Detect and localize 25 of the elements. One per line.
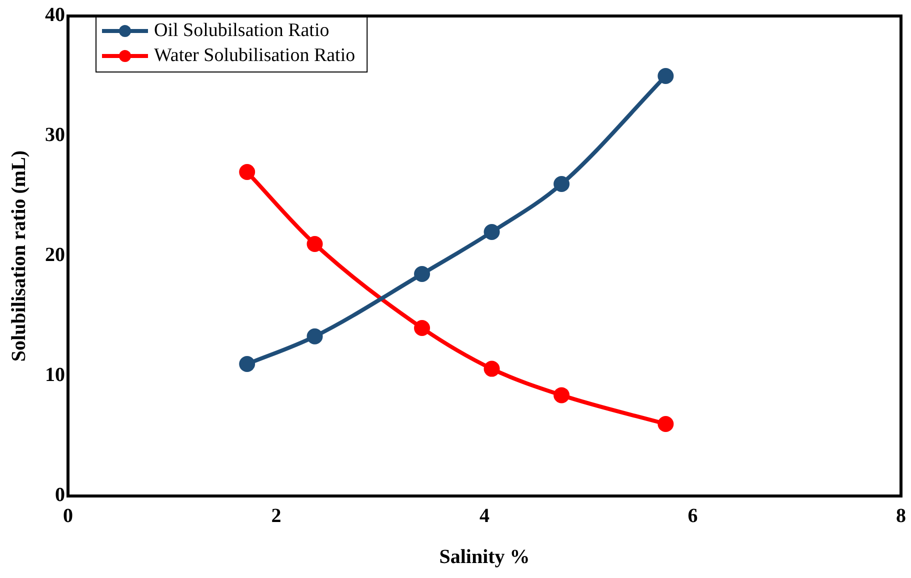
x-tick-label: 2 [271,505,282,528]
point [658,416,674,432]
y-tick-label: 40 [45,4,65,26]
point [239,164,256,180]
point [484,224,500,240]
point [658,68,674,84]
x-tick-label: 4 [480,505,490,528]
point [239,356,256,372]
y-tick-label: 30 [45,124,65,146]
x-tick-label: 6 [688,505,698,528]
legend-label: Water Solubilisation Ratio [154,44,356,66]
point [306,328,323,344]
x-axis-title: Salinity % [439,546,530,568]
y-tick-label: 10 [45,364,65,386]
point [414,266,430,282]
point [554,387,570,404]
x-tick-label: 8 [896,505,906,528]
legend-label: Oil Solubilsation Ratio [154,20,330,41]
y-tick-label: 0 [55,484,65,506]
point [414,320,430,336]
point [306,236,323,252]
point [484,360,500,377]
y-axis-title: Solubilisation ratio (mL) [8,150,30,362]
y-tick-label: 20 [45,244,65,266]
point [554,176,570,192]
